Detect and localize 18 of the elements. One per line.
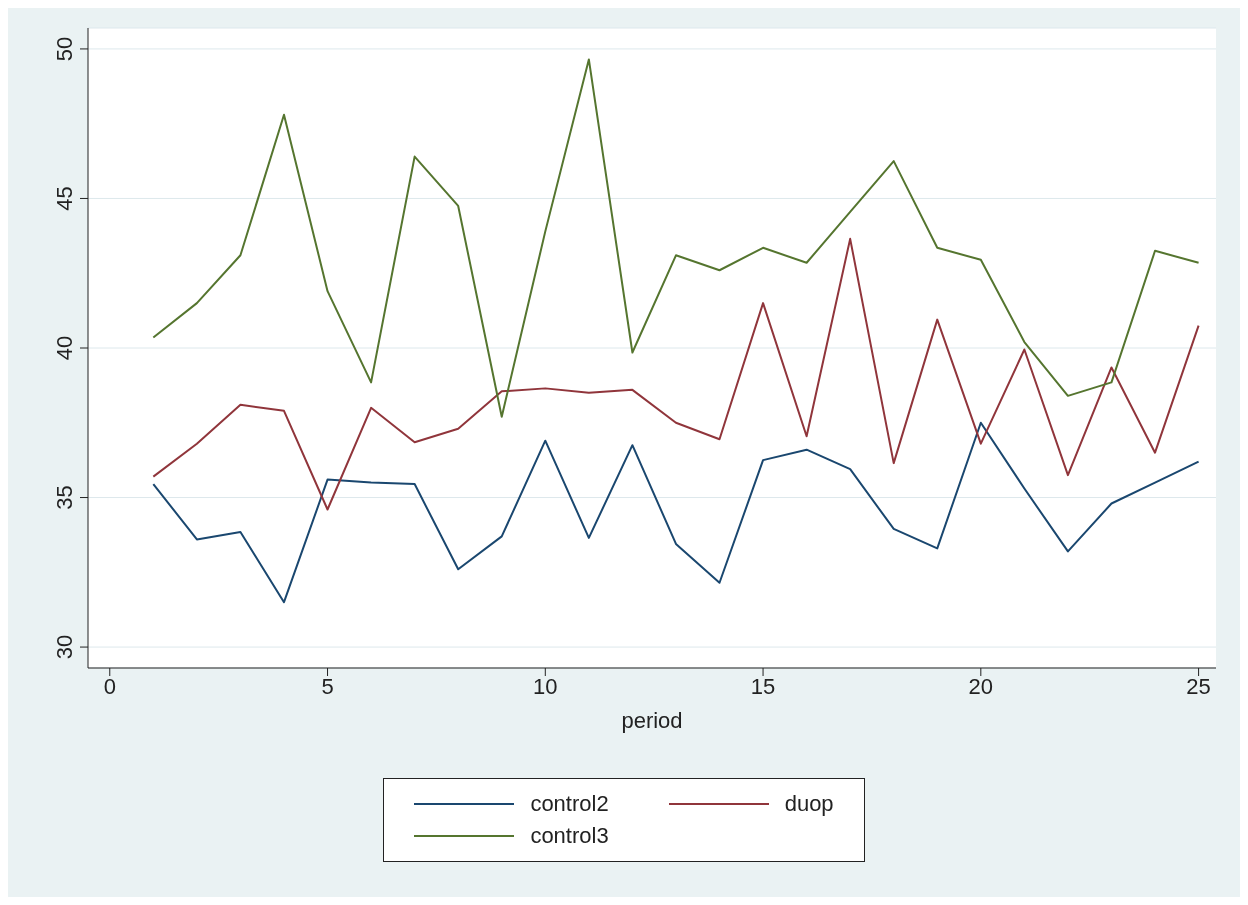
legend-label: control3 — [530, 823, 609, 849]
y-tick-label: 50 — [52, 36, 77, 62]
x-axis-title: period — [621, 708, 683, 733]
x-tick-label: 25 — [1186, 673, 1211, 699]
y-tick-label: 40 — [52, 335, 77, 361]
x-tick-label: 5 — [321, 673, 334, 699]
y-tick-label: 35 — [52, 485, 77, 510]
x-tick-label: 0 — [103, 673, 116, 699]
y-tick-label: 45 — [52, 186, 77, 211]
line-series — [152, 58, 1200, 418]
y-tick-label: 30 — [52, 634, 77, 660]
x-tick-label: 20 — [968, 673, 994, 699]
x-tick-label: 15 — [750, 673, 776, 699]
legend-label: control2 — [530, 791, 609, 817]
x-tick-label: 10 — [533, 673, 558, 699]
line-series — [152, 237, 1200, 511]
line-series — [152, 421, 1200, 604]
legend-label: duop — [784, 791, 834, 817]
